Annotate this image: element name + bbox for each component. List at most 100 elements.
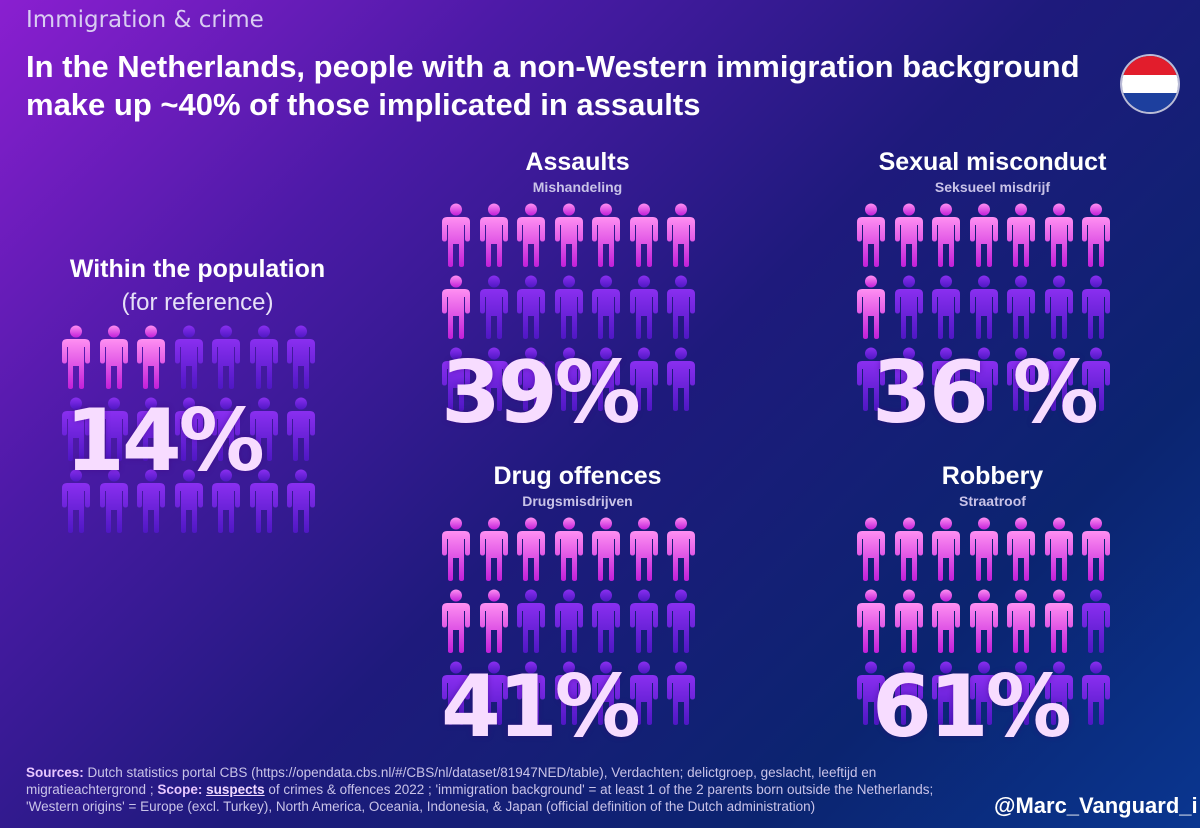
person-icon <box>894 275 924 343</box>
panel-title: Assaults <box>525 148 630 176</box>
person-icon-highlighted <box>894 203 924 271</box>
person-icon <box>516 347 546 415</box>
person-icon <box>441 661 471 729</box>
person-icon-highlighted <box>931 589 961 657</box>
percent-label: 14% <box>65 391 265 491</box>
person-icon-highlighted <box>894 517 924 585</box>
person-icon <box>969 661 999 729</box>
person-icon-highlighted <box>1006 589 1036 657</box>
pictogram-grid <box>435 517 720 725</box>
person-icon <box>554 661 584 729</box>
person-icon-highlighted <box>516 203 546 271</box>
person-icon <box>969 347 999 415</box>
person-icon-highlighted <box>969 589 999 657</box>
person-icon <box>666 347 696 415</box>
person-icon <box>666 661 696 729</box>
person-icon-highlighted <box>441 275 471 343</box>
panel-robbery: Robbery Straatroof 61% <box>850 462 1135 750</box>
panel-title: Sexual misconduct <box>878 148 1107 176</box>
person-icon <box>591 275 621 343</box>
person-icon-highlighted <box>629 517 659 585</box>
person-icon <box>629 275 659 343</box>
person-icon <box>516 661 546 729</box>
person-icon <box>554 347 584 415</box>
page-title: In the Netherlands, people with a non-We… <box>26 49 1080 122</box>
person-icon <box>174 325 204 393</box>
person-icon <box>1006 347 1036 415</box>
sources-label: Sources: <box>26 765 84 780</box>
person-icon-highlighted <box>666 203 696 271</box>
person-icon-highlighted <box>856 275 886 343</box>
panel-subtitle: (for reference) <box>121 289 274 316</box>
person-icon <box>1081 661 1111 729</box>
person-icon <box>174 469 204 537</box>
person-icon-highlighted <box>1006 203 1036 271</box>
person-icon-highlighted <box>99 325 129 393</box>
person-icon <box>629 347 659 415</box>
person-icon-highlighted <box>441 517 471 585</box>
person-icon <box>554 589 584 657</box>
panel-sexual-misconduct: Sexual misconduct Seksueel misdrijf 36 % <box>850 148 1135 436</box>
person-icon <box>666 275 696 343</box>
pictogram-grid <box>435 203 720 411</box>
person-icon <box>1006 661 1036 729</box>
person-icon <box>211 397 241 465</box>
person-icon <box>211 325 241 393</box>
person-icon <box>286 325 316 393</box>
panel-assaults: Assaults Mishandeling 39% <box>435 148 720 436</box>
person-icon <box>249 397 279 465</box>
person-icon-highlighted <box>479 517 509 585</box>
person-icon <box>479 661 509 729</box>
person-icon <box>136 397 166 465</box>
percent-label: 41% <box>441 657 641 757</box>
person-icon <box>629 661 659 729</box>
person-icon <box>1006 275 1036 343</box>
person-icon <box>1044 347 1074 415</box>
person-icon <box>591 589 621 657</box>
person-icon <box>894 661 924 729</box>
person-icon <box>479 275 509 343</box>
person-icon <box>516 275 546 343</box>
person-icon-highlighted <box>1044 517 1074 585</box>
person-icon-highlighted <box>591 203 621 271</box>
person-icon <box>856 347 886 415</box>
person-icon <box>931 661 961 729</box>
person-icon <box>629 589 659 657</box>
panel-subtitle: Straatroof <box>959 493 1026 509</box>
person-icon-highlighted <box>1081 517 1111 585</box>
person-icon <box>591 347 621 415</box>
person-icon <box>1081 275 1111 343</box>
person-icon <box>931 347 961 415</box>
panel-subtitle: Seksueel misdrijf <box>934 179 1051 195</box>
person-icon-highlighted <box>894 589 924 657</box>
person-icon-highlighted <box>479 203 509 271</box>
person-icon <box>516 589 546 657</box>
person-icon-highlighted <box>554 203 584 271</box>
person-icon-highlighted <box>591 517 621 585</box>
person-icon-highlighted <box>856 517 886 585</box>
person-icon-highlighted <box>61 325 91 393</box>
person-icon <box>894 347 924 415</box>
person-icon-highlighted <box>441 589 471 657</box>
person-icon-highlighted <box>1081 203 1111 271</box>
panel-title: Robbery <box>941 462 1044 490</box>
person-icon-highlighted <box>931 203 961 271</box>
sources-note: Sources: Dutch statistics portal CBS (ht… <box>26 764 986 815</box>
person-icon-highlighted <box>516 517 546 585</box>
person-icon <box>666 589 696 657</box>
person-icon <box>61 397 91 465</box>
pictogram-grid <box>850 517 1135 725</box>
person-icon-highlighted <box>931 517 961 585</box>
person-icon-highlighted <box>1044 203 1074 271</box>
scope-text: of crimes & offences 2022 ; 'immigration… <box>26 782 934 814</box>
person-icon <box>99 469 129 537</box>
person-icon-highlighted <box>969 203 999 271</box>
person-icon <box>479 347 509 415</box>
person-icon-highlighted <box>1006 517 1036 585</box>
author-handle: @Marc_Vanguard_i <box>994 793 1198 818</box>
person-icon <box>441 347 471 415</box>
person-icon <box>931 275 961 343</box>
person-icon <box>174 397 204 465</box>
pictogram-grid <box>850 203 1135 411</box>
panel-subtitle: Drugsmisdrijven <box>522 493 633 509</box>
